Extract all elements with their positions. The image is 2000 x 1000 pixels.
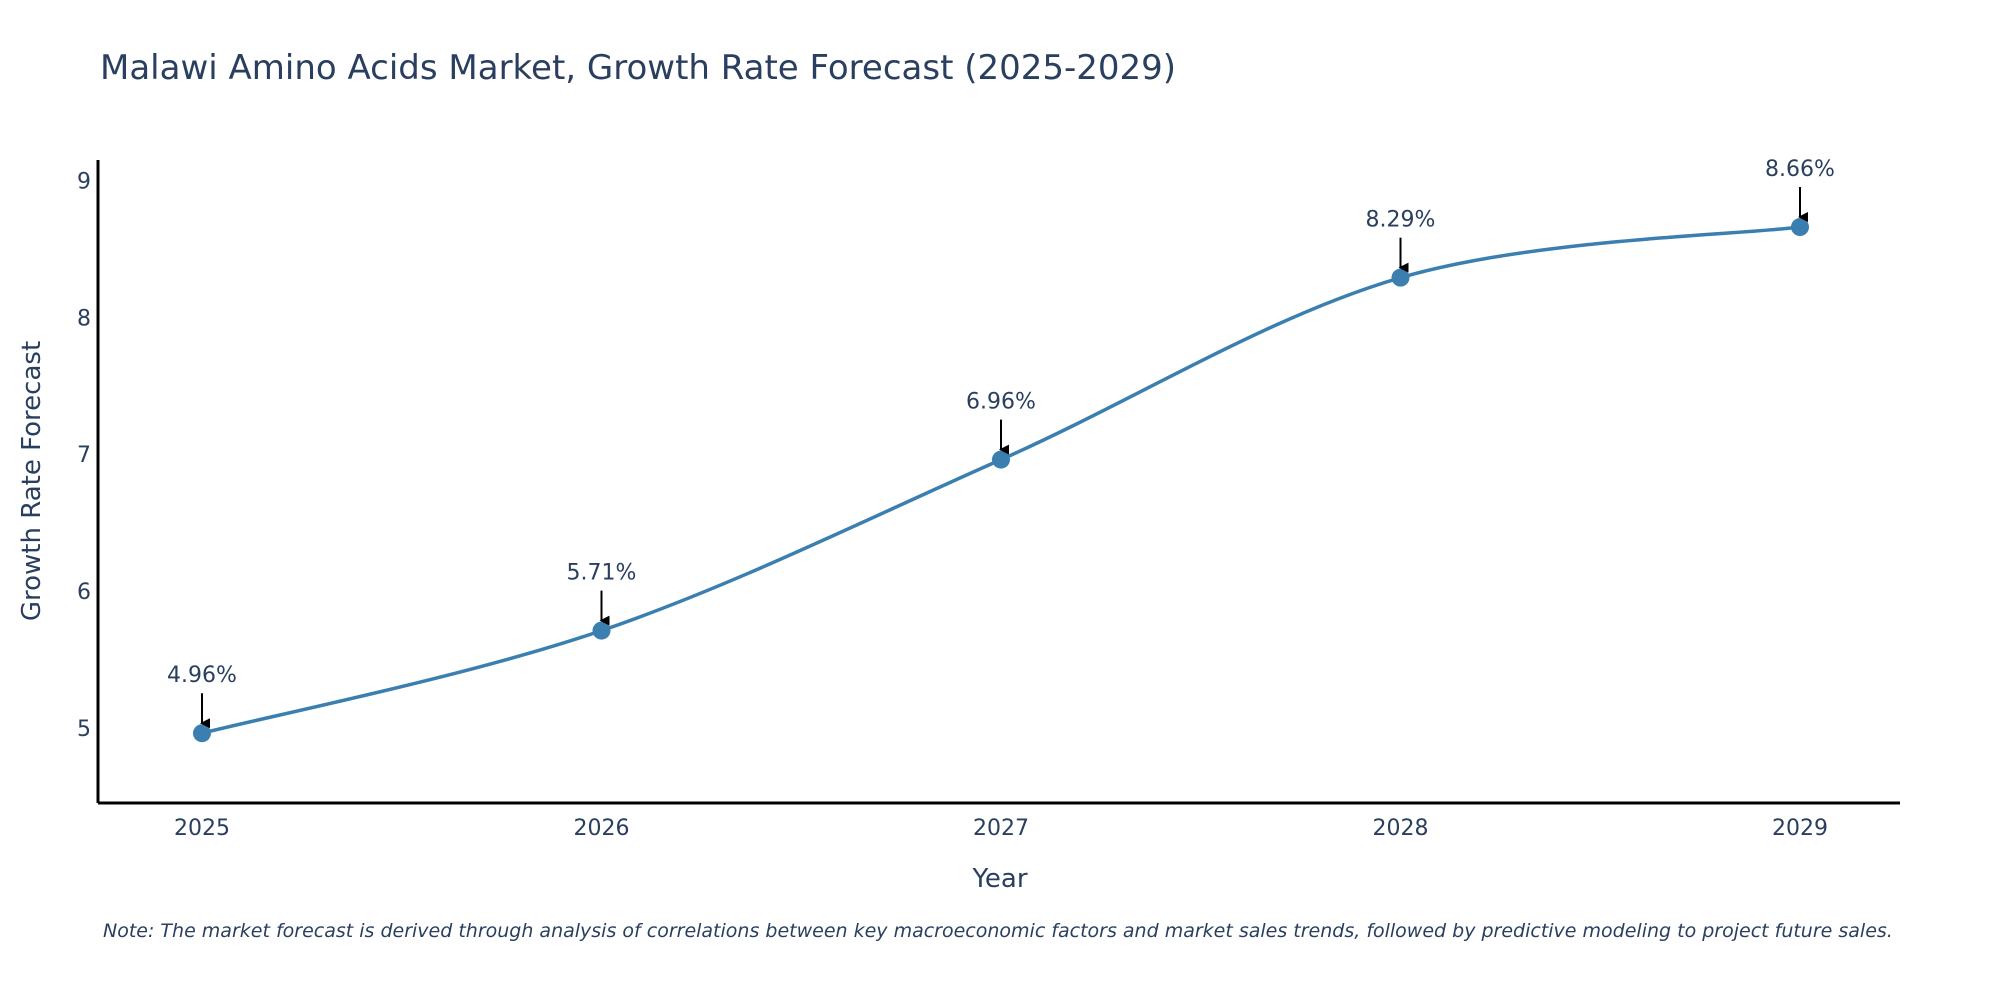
x-tick-label: 2028 <box>1373 816 1429 841</box>
y-tick-label: 8 <box>77 306 91 331</box>
chart-title: Malawi Amino Acids Market, Growth Rate F… <box>100 48 1176 88</box>
y-tick-label: 9 <box>77 170 91 195</box>
y-axis-label: Growth Rate Forecast <box>17 341 47 621</box>
chart-axes <box>96 160 1900 805</box>
data-labels: 4.96% 5.71% 6.96% 8.29% 8.66% <box>167 157 1835 729</box>
data-point <box>193 724 211 743</box>
data-label: 6.96% <box>966 390 1036 415</box>
y-tick-label: 6 <box>77 580 91 605</box>
x-tick-label: 2025 <box>174 816 230 841</box>
data-label: 8.66% <box>1765 157 1835 182</box>
footnote: Note: The market forecast is derived thr… <box>103 920 1893 942</box>
data-label: 4.96% <box>167 663 237 688</box>
x-tick-label: 2029 <box>1772 816 1828 841</box>
x-axis-label: Year <box>971 864 1027 894</box>
data-point <box>1391 268 1410 287</box>
y-tick-label: 7 <box>77 443 91 468</box>
data-point <box>592 621 611 640</box>
x-axis-ticks: 2025 2026 2027 2028 2029 <box>174 816 1828 841</box>
y-tick-label: 5 <box>77 717 91 742</box>
series-line <box>201 225 1801 735</box>
data-point <box>1791 218 1809 237</box>
x-tick-label: 2027 <box>973 816 1029 841</box>
y-axis-ticks: 5 6 7 8 9 <box>77 170 91 742</box>
data-point <box>992 450 1010 469</box>
x-tick-label: 2026 <box>574 816 630 841</box>
data-label: 5.71% <box>567 561 637 586</box>
data-points <box>193 218 1809 743</box>
data-label: 8.29% <box>1366 208 1436 233</box>
